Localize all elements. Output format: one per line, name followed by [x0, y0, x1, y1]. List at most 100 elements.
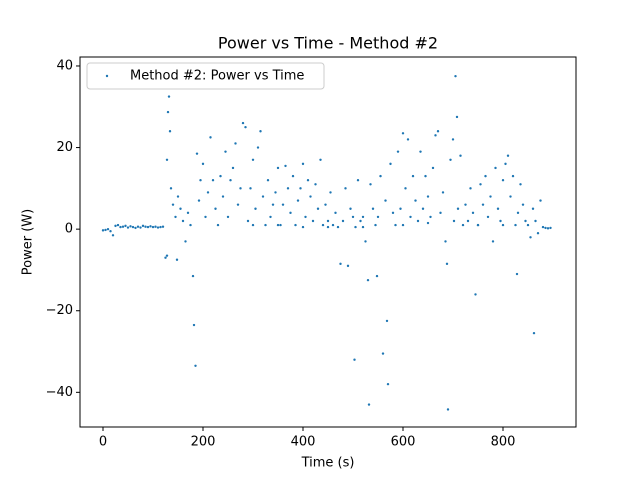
chart-title: Power vs Time - Method #2 — [218, 34, 438, 53]
data-point — [266, 178, 270, 182]
data-point — [456, 207, 460, 210]
data-point — [459, 154, 462, 157]
data-point — [396, 150, 400, 153]
data-point — [219, 174, 222, 178]
data-point — [316, 207, 320, 210]
data-point — [421, 207, 425, 210]
data-point — [161, 225, 165, 228]
data-point — [426, 221, 430, 225]
data-point — [431, 166, 435, 170]
data-point — [286, 187, 290, 190]
data-point — [151, 225, 155, 229]
data-point — [309, 195, 312, 198]
data-point — [409, 215, 412, 219]
data-point — [211, 178, 215, 182]
data-point — [494, 166, 497, 170]
data-point — [321, 223, 325, 227]
data-point — [168, 130, 172, 133]
data-point — [374, 223, 377, 227]
data-point — [406, 138, 410, 141]
data-point — [261, 195, 265, 198]
data-point — [256, 146, 260, 149]
data-point — [479, 183, 482, 186]
y-tick-label: −20 — [46, 303, 73, 318]
data-point — [509, 195, 512, 198]
data-point — [121, 225, 125, 228]
data-point — [159, 225, 162, 229]
legend-label: Method #2: Power vs Time — [130, 69, 304, 84]
data-point — [549, 226, 552, 230]
data-point — [116, 223, 120, 227]
data-point — [284, 164, 287, 168]
data-point — [189, 223, 192, 227]
data-point — [516, 211, 520, 215]
data-point — [375, 274, 379, 278]
data-point — [361, 225, 365, 229]
data-point — [526, 223, 530, 227]
data-point — [529, 236, 532, 239]
data-point — [131, 225, 135, 229]
data-point — [353, 358, 356, 361]
data-point — [452, 219, 456, 223]
data-point — [106, 227, 110, 231]
data-point — [294, 223, 297, 227]
data-point — [311, 219, 315, 223]
data-point — [314, 183, 317, 186]
data-point — [319, 158, 322, 162]
data-point — [199, 178, 202, 182]
x-tick-label: 600 — [391, 435, 416, 450]
data-point — [536, 232, 540, 235]
data-point — [231, 166, 235, 170]
data-point — [451, 138, 455, 141]
data-point — [324, 203, 327, 206]
data-point — [271, 203, 275, 206]
data-point — [304, 215, 307, 219]
data-point — [399, 207, 402, 210]
data-point — [279, 223, 282, 227]
data-point — [541, 225, 545, 229]
data-point — [359, 219, 362, 223]
data-point — [519, 183, 522, 186]
data-point — [281, 203, 285, 206]
data-point — [229, 178, 232, 182]
data-point — [504, 162, 507, 166]
data-point — [361, 215, 365, 219]
data-point — [169, 187, 173, 190]
data-point — [276, 166, 280, 170]
data-point — [539, 199, 542, 202]
data-point — [176, 195, 180, 198]
data-point — [532, 331, 536, 335]
data-point — [204, 215, 207, 219]
data-point — [471, 211, 475, 215]
data-point — [274, 191, 277, 194]
data-point — [111, 234, 115, 237]
data-point — [156, 226, 160, 229]
data-point — [334, 211, 337, 215]
data-point — [136, 225, 140, 228]
data-point — [369, 183, 372, 186]
data-point — [414, 199, 417, 202]
data-point — [514, 223, 517, 227]
data-point — [259, 130, 262, 133]
data-point — [251, 158, 255, 162]
data-point — [146, 225, 150, 229]
data-point — [384, 199, 387, 202]
data-point — [129, 225, 132, 228]
data-point — [134, 226, 137, 230]
data-point — [167, 95, 171, 98]
data-point — [164, 256, 167, 259]
plot-frame — [79, 56, 577, 428]
data-point — [401, 223, 405, 227]
data-point — [234, 142, 237, 145]
data-point — [141, 224, 145, 228]
data-point — [301, 162, 305, 166]
y-tick-label: 40 — [56, 58, 73, 73]
data-point — [389, 162, 392, 166]
data-point — [165, 254, 169, 257]
data-point — [511, 174, 515, 178]
data-point — [354, 225, 357, 229]
data-point — [446, 408, 450, 411]
data-point — [429, 215, 432, 219]
data-point — [191, 274, 195, 278]
